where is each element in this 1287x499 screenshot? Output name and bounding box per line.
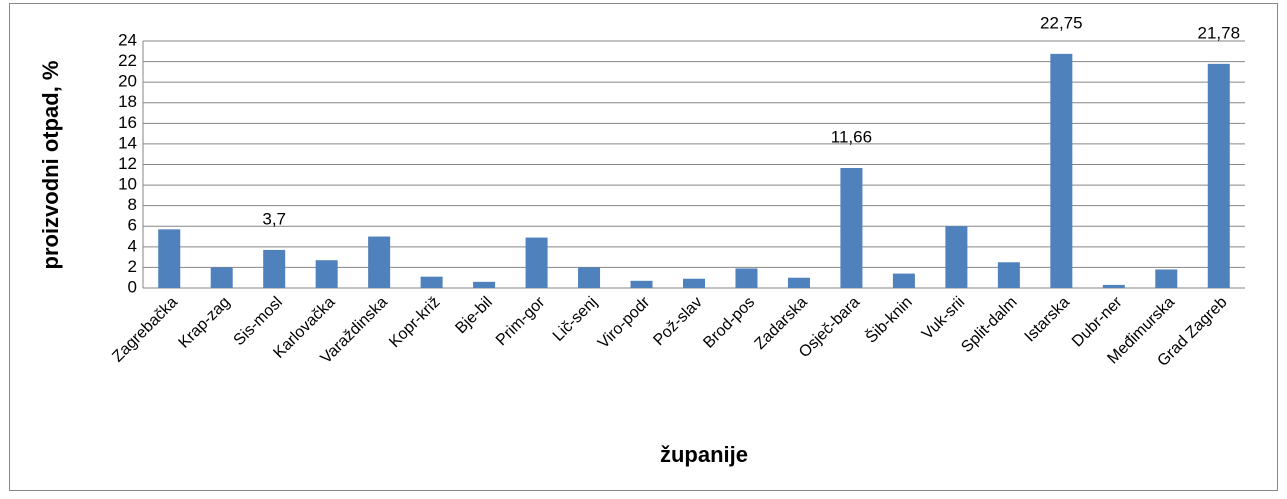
bar — [420, 276, 443, 288]
bar — [630, 280, 653, 288]
bar — [840, 167, 863, 288]
bar — [892, 273, 915, 288]
y-axis-label: proizvodni otpad, % — [38, 61, 63, 270]
bar — [1207, 63, 1230, 288]
y-tick-label: 16 — [118, 113, 137, 132]
y-tick-label: 14 — [118, 133, 137, 152]
bar — [578, 267, 601, 288]
value-label: 3,7 — [262, 209, 286, 228]
bar — [997, 262, 1020, 288]
y-tick-label: 10 — [118, 175, 137, 194]
y-tick-label: 0 — [128, 277, 137, 296]
y-tick-label: 6 — [128, 216, 137, 235]
y-tick-label: 12 — [118, 154, 137, 173]
y-tick-label: 2 — [128, 257, 137, 276]
y-tick-label: 24 — [118, 30, 137, 49]
bar — [1050, 53, 1073, 289]
bar — [945, 226, 968, 288]
bar — [787, 277, 810, 288]
y-tick-label: 4 — [128, 236, 137, 255]
y-tick-label: 18 — [118, 92, 137, 111]
bar — [158, 229, 181, 288]
value-label: 11,66 — [831, 127, 872, 146]
bar — [263, 249, 286, 288]
bar — [210, 267, 233, 288]
bar — [368, 236, 391, 288]
bar — [315, 260, 338, 288]
x-axis-label: županije — [660, 442, 748, 467]
bar — [1155, 269, 1178, 288]
y-tick-label: 20 — [118, 72, 137, 91]
bar — [735, 268, 758, 288]
bar — [525, 237, 548, 288]
bar — [683, 278, 705, 288]
y-tick-label: 8 — [128, 195, 137, 214]
y-tick-label: 22 — [118, 51, 137, 70]
value-label: 21,78 — [1197, 23, 1240, 42]
bar — [473, 281, 496, 288]
value-label: 22,75 — [1040, 13, 1083, 32]
bar — [1102, 284, 1125, 288]
